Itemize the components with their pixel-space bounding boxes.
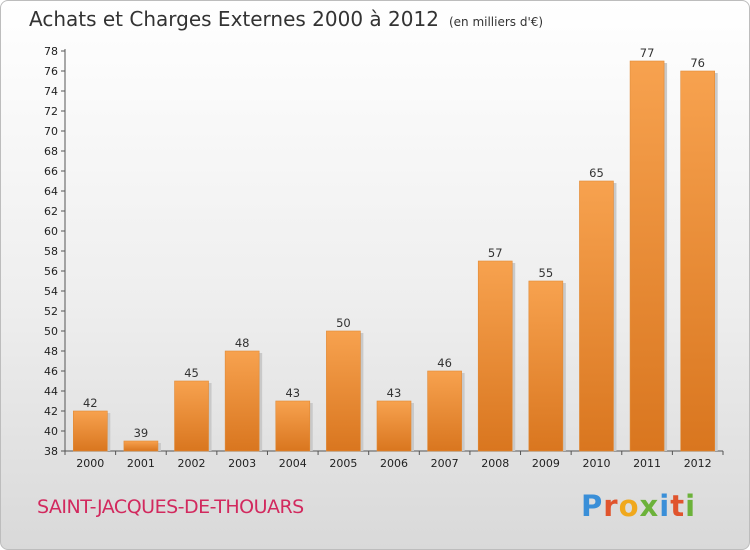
logo-letter: i <box>659 489 671 523</box>
bar-2010 <box>579 180 614 452</box>
bar-2000 <box>73 410 108 452</box>
y-tick-label: 74 <box>44 85 58 98</box>
x-tick-label: 2000 <box>76 457 104 470</box>
y-tick-label: 72 <box>44 105 58 118</box>
chart-bars <box>73 60 718 452</box>
data-label: 46 <box>437 356 452 370</box>
bar-2002 <box>174 380 209 452</box>
data-label: 77 <box>640 46 655 60</box>
y-tick-label: 58 <box>44 245 58 258</box>
x-tick-label: 2007 <box>431 457 459 470</box>
chart-title: Achats et Charges Externes 2000 à 2012 (e… <box>29 7 543 31</box>
y-tick-label: 38 <box>44 445 58 458</box>
data-label: 55 <box>539 266 554 280</box>
x-tick-label: 2004 <box>279 457 307 470</box>
logo-letter: o <box>618 489 640 523</box>
proxiti-logo: Proxiti <box>581 489 696 523</box>
data-label: 43 <box>285 386 300 400</box>
bar-2006 <box>376 400 412 452</box>
bar-2007 <box>427 370 462 452</box>
y-tick-label: 42 <box>44 405 58 418</box>
chart-data-labels: 42 39 45 48 43 50 43 46 57 55 65 77 76 <box>83 46 705 440</box>
title-text: Achats et Charges Externes 2000 à 2012 <box>29 7 439 31</box>
x-tick-label: 2008 <box>481 457 509 470</box>
y-tick-label: 64 <box>44 185 58 198</box>
bar-2005 <box>326 330 361 452</box>
x-tick-label: 2009 <box>532 457 560 470</box>
bar-2008 <box>477 260 513 452</box>
logo-letter: i <box>685 489 697 523</box>
chart-subtitle: (en milliers d'€) <box>448 15 544 29</box>
y-tick-label: 68 <box>44 145 58 158</box>
data-label: 48 <box>235 336 250 350</box>
data-label: 76 <box>690 56 705 70</box>
y-tick-label: 66 <box>44 165 58 178</box>
y-tick-label: 50 <box>44 325 58 338</box>
y-tick-label: 60 <box>44 225 58 238</box>
bar-2004 <box>275 400 311 452</box>
data-label: 42 <box>83 396 98 410</box>
x-tick-label: 2005 <box>329 457 357 470</box>
place-name: SAINT-JACQUES-DE-THOUARS <box>37 496 304 518</box>
y-tick-label: 40 <box>44 425 58 438</box>
y-tick-label: 46 <box>44 365 58 378</box>
y-tick-label: 52 <box>44 305 58 318</box>
x-tick-label: 2012 <box>684 457 712 470</box>
bar-2012 <box>680 70 715 452</box>
data-label: 39 <box>134 426 149 440</box>
bar-2001 <box>123 440 159 452</box>
data-label: 50 <box>336 316 351 330</box>
logo-letter: x <box>639 489 660 523</box>
data-label: 45 <box>184 366 199 380</box>
x-tick-label: 2003 <box>228 457 256 470</box>
logo-letter: r <box>603 489 619 523</box>
y-tick-label: 56 <box>44 265 58 278</box>
data-label: 43 <box>387 386 402 400</box>
y-tick-label: 76 <box>44 65 58 78</box>
y-tick-label: 54 <box>44 285 58 298</box>
y-tick-label: 48 <box>44 345 58 358</box>
x-tick-label: 2010 <box>582 457 610 470</box>
bar-2009 <box>528 280 564 452</box>
logo-letter: P <box>581 489 604 523</box>
data-label: 65 <box>589 166 604 180</box>
chart-axes: 38 40 42 44 46 48 50 52 54 56 58 60 62 64 66 68 70 72 74 76… <box>44 45 724 470</box>
bar-2011 <box>629 60 665 452</box>
bar-2003 <box>224 350 260 452</box>
data-label: 57 <box>488 246 503 260</box>
x-tick-label: 2002 <box>178 457 206 470</box>
y-tick-label: 78 <box>44 45 58 58</box>
x-tick-label: 2006 <box>380 457 408 470</box>
y-tick-label: 44 <box>44 385 58 398</box>
y-tick-label: 62 <box>44 205 58 218</box>
logo-letter: t <box>670 489 686 523</box>
x-tick-label: 2011 <box>633 457 661 470</box>
x-tick-label: 2001 <box>127 457 155 470</box>
y-tick-label: 70 <box>44 125 58 138</box>
